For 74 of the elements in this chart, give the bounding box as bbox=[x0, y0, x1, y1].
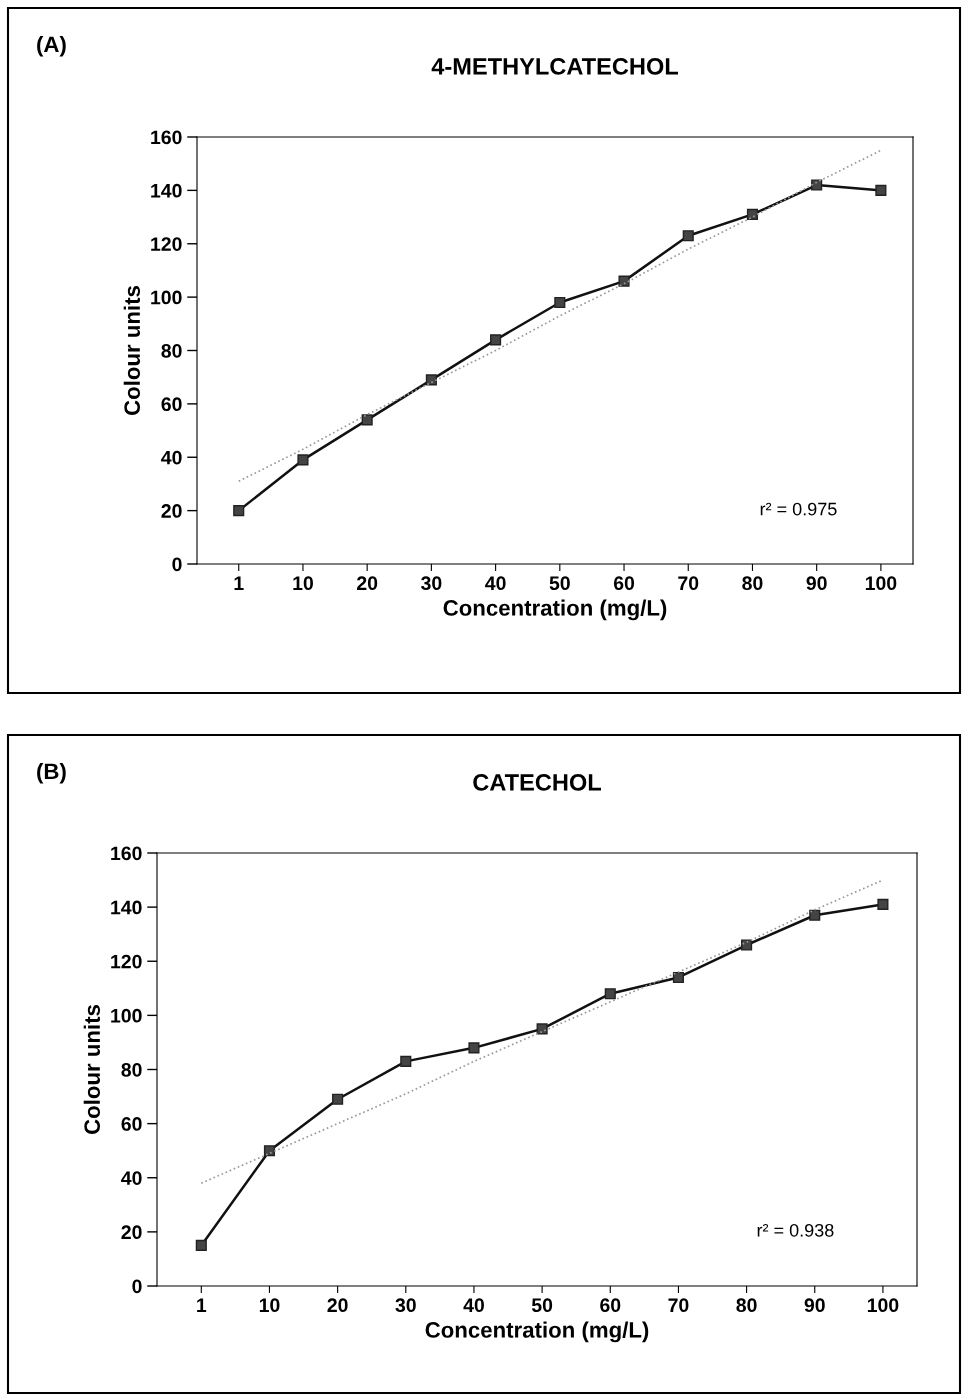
point bbox=[746, 208, 759, 220]
annotation: r² = 0.938 bbox=[757, 1223, 834, 1237]
point bbox=[263, 1145, 276, 1157]
x-tick-label: 20 bbox=[357, 576, 378, 591]
x-tick-label: 30 bbox=[421, 576, 442, 591]
point bbox=[618, 275, 630, 287]
line-series bbox=[200, 879, 884, 1184]
point bbox=[682, 230, 694, 242]
point bbox=[741, 939, 753, 951]
y-tick-label: 40 bbox=[121, 1171, 142, 1185]
x-tick-label: 40 bbox=[485, 576, 506, 591]
point bbox=[400, 1055, 412, 1067]
point bbox=[877, 898, 889, 910]
y-tick-label: 0 bbox=[172, 557, 182, 572]
y-tick-label: 80 bbox=[121, 1062, 142, 1077]
x-tick-label: 20 bbox=[327, 1298, 348, 1313]
y-tick-label: 0 bbox=[132, 1279, 142, 1294]
point bbox=[195, 1239, 207, 1251]
annotation: r² = 0.975 bbox=[760, 502, 837, 516]
x-axis-title: Concentration (mg/L) bbox=[443, 599, 667, 621]
x-tick-label: 80 bbox=[742, 576, 763, 591]
y-tick-label: 160 bbox=[151, 130, 182, 145]
y-tick-label: 100 bbox=[111, 1008, 142, 1023]
point bbox=[536, 1023, 548, 1035]
y-tick-label: 120 bbox=[151, 237, 182, 251]
chart-title: CATECHOL bbox=[473, 774, 601, 791]
x-tick-label: 40 bbox=[463, 1298, 484, 1313]
line-series bbox=[237, 149, 882, 483]
x-tick-label: 50 bbox=[531, 1298, 553, 1313]
x-tick-label: 50 bbox=[549, 576, 570, 591]
y-tick-label: 60 bbox=[161, 397, 182, 412]
x-tick-label: 70 bbox=[678, 576, 699, 591]
x-tick-label: 100 bbox=[867, 1298, 899, 1313]
point bbox=[297, 454, 309, 466]
y-axis-title: Colour units bbox=[83, 1004, 101, 1135]
x-tick-label: 70 bbox=[668, 1298, 689, 1313]
y-tick-label: 140 bbox=[151, 183, 182, 198]
y-tick-label: 40 bbox=[161, 450, 182, 465]
point bbox=[604, 988, 616, 1000]
point bbox=[490, 334, 502, 346]
point bbox=[233, 505, 245, 517]
text: (A) bbox=[37, 35, 66, 57]
y-tick-label: 100 bbox=[151, 290, 182, 305]
text: (B) bbox=[37, 762, 66, 784]
x-tick-label: 1 bbox=[197, 1298, 207, 1312]
x-tick-label: 90 bbox=[804, 1298, 825, 1313]
point bbox=[361, 414, 373, 426]
x-tick-label: 60 bbox=[613, 576, 635, 591]
point bbox=[425, 374, 437, 386]
point bbox=[468, 1042, 480, 1054]
y-tick-label: 20 bbox=[161, 504, 182, 518]
x-tick-label: 60 bbox=[600, 1298, 621, 1313]
chart-title: 4-METHYLCATECHOL bbox=[431, 58, 679, 75]
y-tick-label: 20 bbox=[121, 1225, 142, 1240]
point bbox=[875, 184, 887, 196]
y-axis-title: Colour units bbox=[123, 285, 141, 416]
x-axis-title: Concentration (mg/L) bbox=[425, 1321, 649, 1343]
x-tick-label: 30 bbox=[395, 1298, 416, 1313]
point bbox=[332, 1093, 344, 1105]
x-tick-label: 100 bbox=[865, 576, 897, 591]
x-tick-label: 10 bbox=[259, 1298, 280, 1313]
x-tick-label: 80 bbox=[736, 1298, 757, 1313]
x-tick-label: 90 bbox=[806, 576, 827, 591]
point bbox=[811, 179, 823, 191]
y-tick-label: 160 bbox=[111, 846, 142, 861]
x-tick-label: 1 bbox=[234, 576, 244, 590]
x-tick-label: 10 bbox=[293, 576, 313, 591]
y-tick-label: 120 bbox=[111, 954, 142, 969]
y-tick-label: 80 bbox=[161, 343, 182, 358]
point bbox=[554, 296, 566, 309]
y-tick-label: 140 bbox=[111, 900, 142, 915]
point bbox=[672, 971, 684, 984]
point bbox=[809, 909, 821, 921]
y-tick-label: 60 bbox=[121, 1117, 142, 1131]
